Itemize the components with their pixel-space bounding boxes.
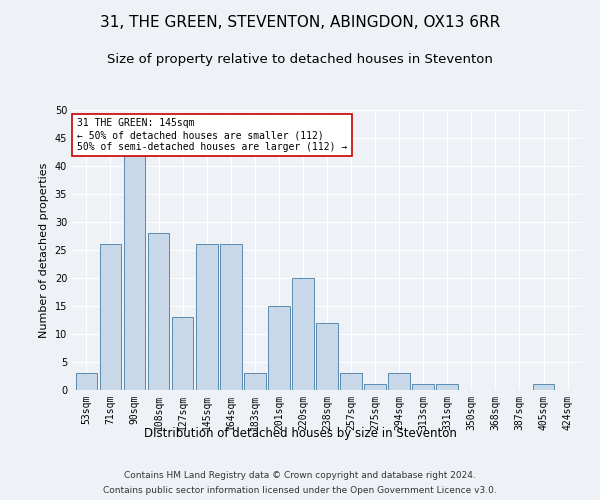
Bar: [316, 323, 338, 390]
Bar: [268, 306, 290, 390]
Text: Contains public sector information licensed under the Open Government Licence v3: Contains public sector information licen…: [103, 486, 497, 495]
Bar: [436, 384, 458, 390]
Text: Distribution of detached houses by size in Steventon: Distribution of detached houses by size …: [143, 428, 457, 440]
Text: Contains HM Land Registry data © Crown copyright and database right 2024.: Contains HM Land Registry data © Crown c…: [124, 471, 476, 480]
Bar: [244, 373, 266, 390]
Bar: [100, 244, 121, 390]
Bar: [196, 244, 218, 390]
Text: 31 THE GREEN: 145sqm
← 50% of detached houses are smaller (112)
50% of semi-deta: 31 THE GREEN: 145sqm ← 50% of detached h…: [77, 118, 347, 152]
Bar: [388, 373, 410, 390]
Text: Size of property relative to detached houses in Steventon: Size of property relative to detached ho…: [107, 52, 493, 66]
Bar: [172, 317, 193, 390]
Bar: [148, 233, 169, 390]
Bar: [220, 244, 242, 390]
Bar: [292, 278, 314, 390]
Y-axis label: Number of detached properties: Number of detached properties: [39, 162, 49, 338]
Text: 31, THE GREEN, STEVENTON, ABINGDON, OX13 6RR: 31, THE GREEN, STEVENTON, ABINGDON, OX13…: [100, 15, 500, 30]
Bar: [412, 384, 434, 390]
Bar: [364, 384, 386, 390]
Bar: [76, 373, 97, 390]
Bar: [124, 155, 145, 390]
Bar: [340, 373, 362, 390]
Bar: [533, 384, 554, 390]
